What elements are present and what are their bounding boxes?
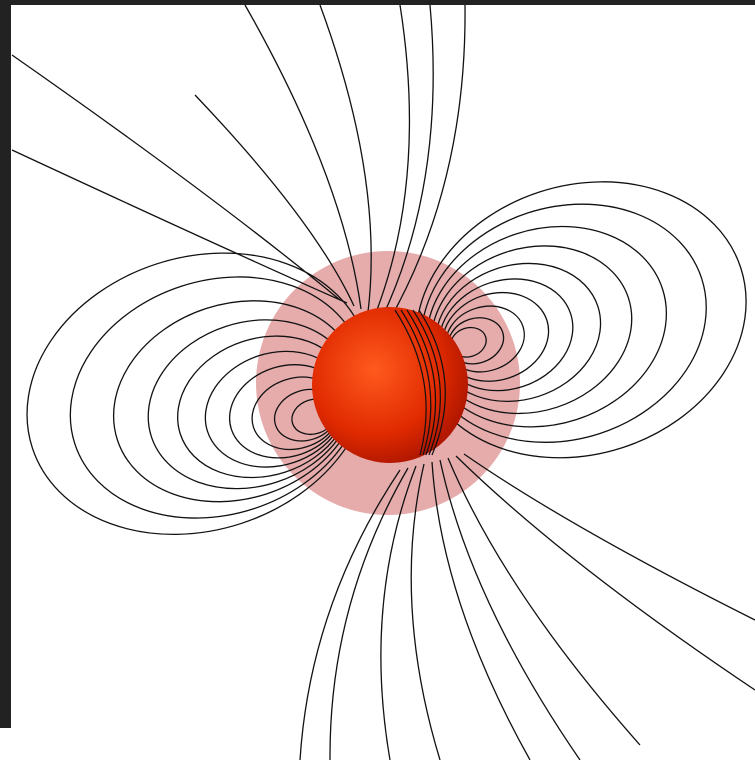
field-illustration [0, 0, 755, 760]
corner-fragment [0, 728, 12, 760]
